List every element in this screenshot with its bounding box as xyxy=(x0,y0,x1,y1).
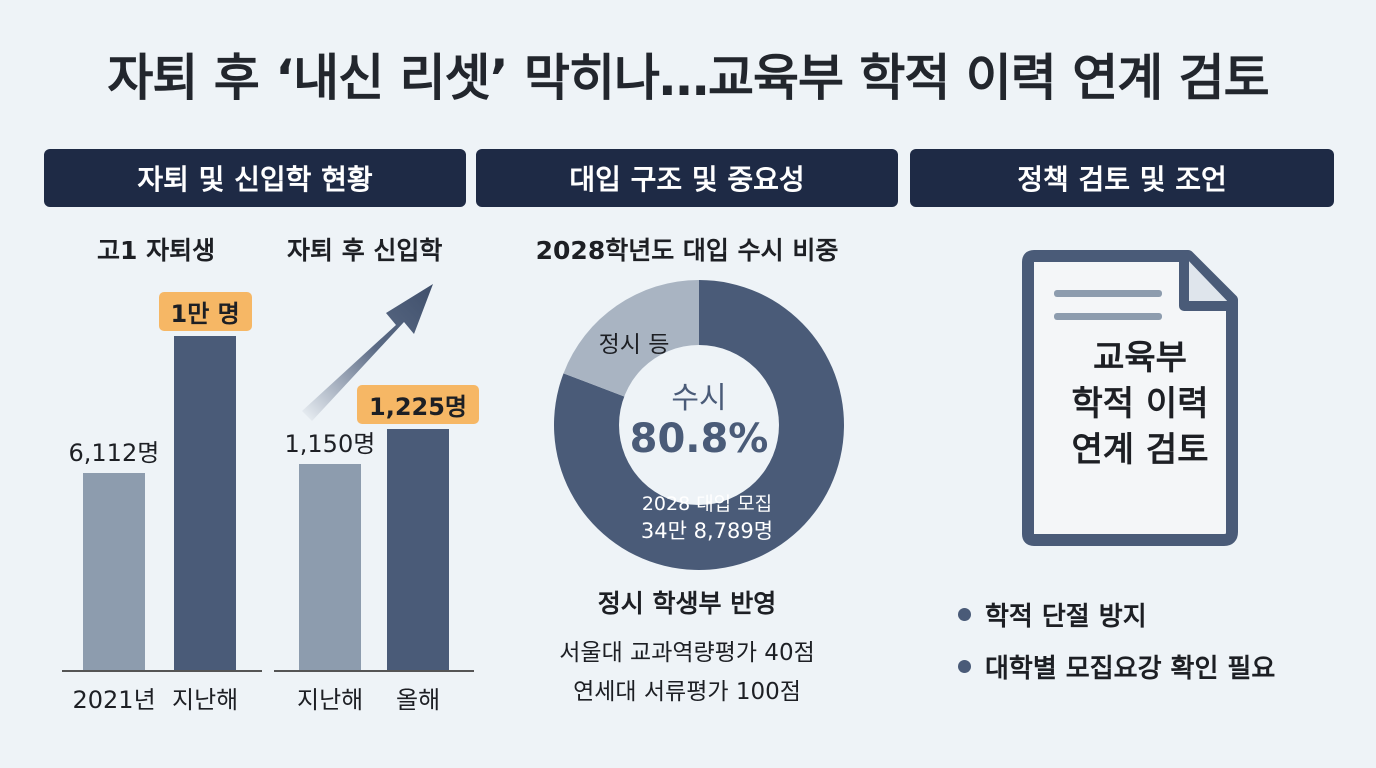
category-label: 2021년 xyxy=(72,686,156,714)
document-line: 교육부 xyxy=(1093,338,1187,378)
value-badge: 1,225명 xyxy=(357,385,479,424)
page-title: 자퇴 후 ‘내신 리셋’ 막히나…교육부 학적 이력 연계 검토 xyxy=(107,49,1269,107)
jeongsi-line-yonsei: 연세대 서류평가 100점 xyxy=(573,679,801,705)
bar-지난해 xyxy=(174,336,236,670)
bar-올해 xyxy=(387,429,449,670)
donut-hole xyxy=(619,345,779,505)
bullet-item: 대학별 모집요강 확인 필요 xyxy=(958,648,1275,685)
document-icon xyxy=(1022,250,1238,546)
document-text: 교육부 학적 이력 연계 검토 xyxy=(1040,335,1240,473)
chart-title-reentry: 자퇴 후 신입학 xyxy=(287,236,443,265)
jeongsi-line-snu: 서울대 교과역량평가 40점 xyxy=(559,640,815,666)
bullet-dot-icon xyxy=(958,660,971,673)
pie-inner-note: 2028 대입 모집 xyxy=(642,493,772,515)
pie-slice-label: 정시 등 xyxy=(599,332,670,358)
category-label: 지난해 xyxy=(297,686,364,714)
category-label: 지난해 xyxy=(172,686,239,714)
pie-center-label: 수시 xyxy=(671,381,726,416)
pie-center-value: 80.8% xyxy=(630,416,769,462)
bar-2021년 xyxy=(83,473,145,670)
bullet-text: 대학별 모집요강 확인 필요 xyxy=(985,654,1276,684)
jeongsi-heading: 정시 학생부 반영 xyxy=(597,589,777,618)
value-badge: 1만 명 xyxy=(158,292,252,331)
x-axis-line xyxy=(62,670,262,672)
document-line: 학적 이력 xyxy=(1071,384,1209,424)
trend-arrow-icon xyxy=(302,284,433,421)
chart-title-susi: 2028학년도 대입 수시 비중 xyxy=(535,236,839,265)
chart-title-dropouts: 고1 자퇴생 xyxy=(97,236,216,265)
x-axis-line xyxy=(274,670,474,672)
section-header-admission: 대입 구조 및 중요성 xyxy=(476,149,898,207)
category-label: 올해 xyxy=(396,686,441,714)
bullet-dot-icon xyxy=(958,608,971,621)
bar-지난해 xyxy=(299,464,361,670)
section-header-policy: 정책 검토 및 조언 xyxy=(910,149,1334,207)
section-header-dropout: 자퇴 및 신입학 현황 xyxy=(44,149,466,207)
value-label: 1,150명 xyxy=(284,430,376,458)
bullet-text: 학적 단절 방지 xyxy=(985,602,1147,632)
pie-inner-note: 34만 8,789명 xyxy=(641,519,773,543)
bullet-item: 학적 단절 방지 xyxy=(958,596,1147,633)
value-label: 6,112명 xyxy=(68,439,160,467)
document-line: 연계 검토 xyxy=(1071,430,1209,470)
